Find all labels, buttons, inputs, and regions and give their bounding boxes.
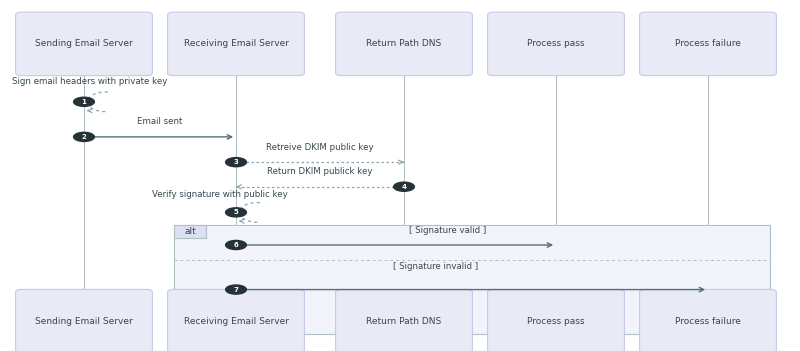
Text: 4: 4: [402, 184, 406, 190]
Text: Sending Email Server: Sending Email Server: [35, 39, 133, 48]
Text: Sign email headers with private key: Sign email headers with private key: [12, 77, 167, 86]
Text: Receiving Email Server: Receiving Email Server: [183, 317, 289, 326]
Circle shape: [226, 240, 246, 250]
Bar: [174, 225, 206, 238]
Text: Verify signature with public key: Verify signature with public key: [152, 190, 288, 199]
Text: Return DKIM publick key: Return DKIM publick key: [267, 167, 373, 176]
Circle shape: [394, 182, 414, 191]
FancyBboxPatch shape: [167, 12, 304, 76]
FancyBboxPatch shape: [487, 12, 624, 76]
Circle shape: [226, 208, 246, 217]
FancyBboxPatch shape: [336, 289, 472, 351]
Circle shape: [226, 285, 246, 294]
FancyBboxPatch shape: [15, 12, 152, 76]
Circle shape: [74, 97, 94, 106]
Text: 7: 7: [234, 286, 238, 293]
Text: 1: 1: [82, 99, 86, 105]
Text: Return Path DNS: Return Path DNS: [366, 317, 442, 326]
Text: Process failure: Process failure: [675, 317, 741, 326]
Bar: [174, 225, 770, 334]
FancyBboxPatch shape: [15, 289, 152, 351]
Text: Retreive DKIM public key: Retreive DKIM public key: [266, 143, 374, 152]
Text: Return Path DNS: Return Path DNS: [366, 39, 442, 48]
FancyBboxPatch shape: [640, 12, 776, 76]
Text: 2: 2: [82, 134, 86, 140]
FancyBboxPatch shape: [640, 289, 776, 351]
Text: 6: 6: [234, 242, 238, 248]
Text: alt: alt: [184, 227, 196, 236]
Text: [ Signature invalid ]: [ Signature invalid ]: [394, 262, 478, 271]
FancyBboxPatch shape: [167, 289, 304, 351]
Text: Email sent: Email sent: [138, 117, 182, 126]
Text: 5: 5: [234, 209, 238, 216]
Text: Sending Email Server: Sending Email Server: [35, 317, 133, 326]
Text: [ Signature valid ]: [ Signature valid ]: [410, 226, 486, 236]
Text: Process pass: Process pass: [527, 317, 585, 326]
Text: 3: 3: [234, 159, 238, 165]
Circle shape: [74, 132, 94, 141]
Text: Process pass: Process pass: [527, 39, 585, 48]
Text: Process failure: Process failure: [675, 39, 741, 48]
FancyBboxPatch shape: [336, 12, 472, 76]
FancyBboxPatch shape: [487, 289, 624, 351]
Text: Receiving Email Server: Receiving Email Server: [183, 39, 289, 48]
Circle shape: [226, 158, 246, 167]
